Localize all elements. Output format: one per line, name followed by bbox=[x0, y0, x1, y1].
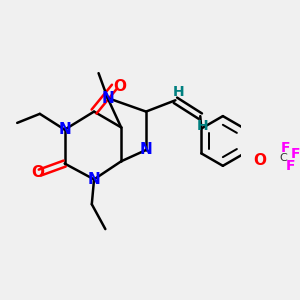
Text: O: O bbox=[254, 153, 267, 168]
Text: N: N bbox=[101, 91, 114, 106]
Text: F: F bbox=[286, 159, 296, 173]
Text: C: C bbox=[279, 153, 287, 163]
Text: N: N bbox=[140, 142, 152, 158]
Text: N: N bbox=[58, 122, 71, 137]
Text: F: F bbox=[291, 147, 300, 161]
Text: N: N bbox=[88, 172, 100, 187]
Text: O: O bbox=[113, 79, 126, 94]
Text: H: H bbox=[173, 85, 185, 99]
Text: H: H bbox=[197, 119, 208, 133]
Text: F: F bbox=[280, 141, 290, 155]
Text: O: O bbox=[31, 165, 44, 180]
